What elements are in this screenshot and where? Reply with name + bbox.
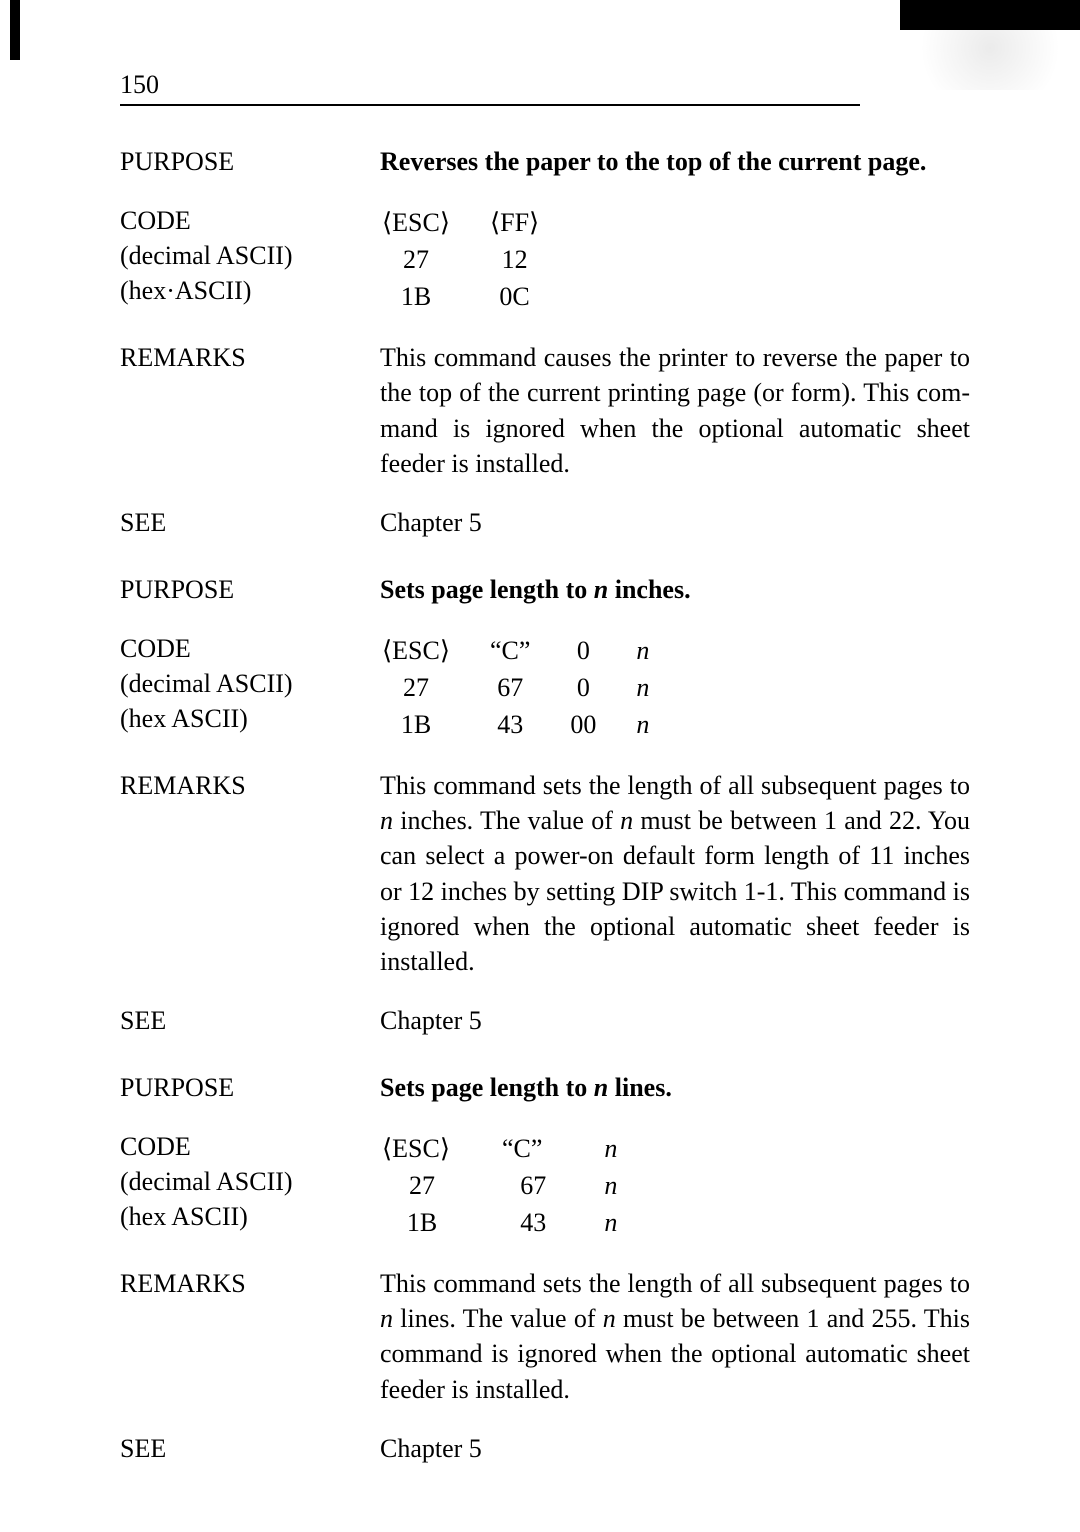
variable-n: n	[594, 575, 608, 604]
purpose-text: Reverses the paper to the top of the cur…	[380, 144, 970, 179]
code-decimal-label: (decimal ASCII)	[120, 666, 380, 701]
remarks-text: This command sets the length of all subs…	[380, 768, 970, 979]
see-label: SEE	[120, 505, 380, 540]
text: This command sets the length of all subs…	[380, 1269, 970, 1298]
variable-n: n	[380, 806, 393, 835]
variable-n: n	[594, 1073, 608, 1102]
code-cell: ⟨ESC⟩	[382, 1131, 500, 1166]
code-values: ⟨ESC⟩ “C” 0 n 27 67 0 n 1B 43 00 n	[380, 631, 970, 744]
code-cell: 27	[382, 1168, 500, 1203]
code-cell: 1B	[382, 707, 488, 742]
code-cell: 0C	[490, 279, 577, 314]
see-label: SEE	[120, 1003, 380, 1038]
page-content: 150 PURPOSE Reverses the paper to the to…	[0, 0, 1080, 1532]
code-values: ⟨ESC⟩ ⟨FF⟩ 27 12 1B 0C	[380, 203, 970, 316]
text: lines. The value of	[393, 1304, 603, 1333]
see-label: SEE	[120, 1431, 380, 1466]
code-hex-label: (hex·ASCII)	[120, 273, 380, 308]
code-cell: ⟨ESC⟩	[382, 633, 488, 668]
code-cell: 12	[490, 242, 577, 277]
variable-n: n	[603, 1304, 616, 1333]
code-label-block: CODE (decimal ASCII) (hex·ASCII)	[120, 203, 380, 316]
code-cell: ⟨ESC⟩	[382, 205, 488, 240]
code-cell: n	[636, 670, 687, 705]
purpose-label: PURPOSE	[120, 1070, 380, 1105]
code-hex-label: (hex ASCII)	[120, 701, 380, 736]
code-cell: 1B	[382, 279, 488, 314]
text: Sets page length to	[380, 575, 594, 604]
code-cell: 43	[490, 707, 568, 742]
code-cell: “C”	[490, 633, 568, 668]
code-label: CODE	[120, 203, 380, 238]
remarks-label: REMARKS	[120, 340, 380, 480]
code-cell: ⟨FF⟩	[490, 205, 577, 240]
text: inches.	[608, 575, 690, 604]
variable-n: n	[620, 806, 633, 835]
see-text: Chapter 5	[380, 505, 970, 540]
code-label: CODE	[120, 631, 380, 666]
code-cell: 00	[570, 707, 634, 742]
remarks-label: REMARKS	[120, 1266, 380, 1406]
purpose-text: Sets page length to n lines.	[380, 1070, 970, 1105]
purpose-label: PURPOSE	[120, 572, 380, 607]
code-cell: 67	[502, 1168, 602, 1203]
code-cell: n	[604, 1131, 655, 1166]
text: This command sets the length of all subs…	[380, 771, 970, 800]
code-cell: n	[604, 1168, 655, 1203]
remarks-text: This command causes the printer to rever…	[380, 340, 970, 480]
code-cell: n	[604, 1205, 655, 1240]
code-cell: 43	[502, 1205, 602, 1240]
code-cell: 67	[490, 670, 568, 705]
remarks-label: REMARKS	[120, 768, 380, 979]
code-cell: 0	[570, 670, 634, 705]
code-decimal-label: (decimal ASCII)	[120, 1164, 380, 1199]
code-hex-label: (hex ASCII)	[120, 1199, 380, 1234]
text: Sets page length to	[380, 1073, 594, 1102]
purpose-text: Sets page length to n inches.	[380, 572, 970, 607]
code-cell: n	[636, 633, 687, 668]
code-cell: 0	[570, 633, 634, 668]
code-decimal-label: (decimal ASCII)	[120, 238, 380, 273]
code-cell: 1B	[382, 1205, 500, 1240]
page-number: 150	[120, 70, 860, 106]
remarks-text: This command sets the length of all subs…	[380, 1266, 970, 1406]
text: inches. The value of	[393, 806, 620, 835]
text: lines.	[608, 1073, 672, 1102]
see-text: Chapter 5	[380, 1431, 970, 1466]
variable-n: n	[380, 1304, 393, 1333]
purpose-label: PURPOSE	[120, 144, 380, 179]
code-values: ⟨ESC⟩ “C” n 27 67 n 1B 43 n	[380, 1129, 970, 1242]
code-label-block: CODE (decimal ASCII) (hex ASCII)	[120, 1129, 380, 1242]
code-cell: 27	[382, 242, 488, 277]
code-label: CODE	[120, 1129, 380, 1164]
code-label-block: CODE (decimal ASCII) (hex ASCII)	[120, 631, 380, 744]
code-cell: n	[636, 707, 687, 742]
code-cell: 27	[382, 670, 488, 705]
see-text: Chapter 5	[380, 1003, 970, 1038]
code-cell: “C”	[502, 1131, 602, 1166]
